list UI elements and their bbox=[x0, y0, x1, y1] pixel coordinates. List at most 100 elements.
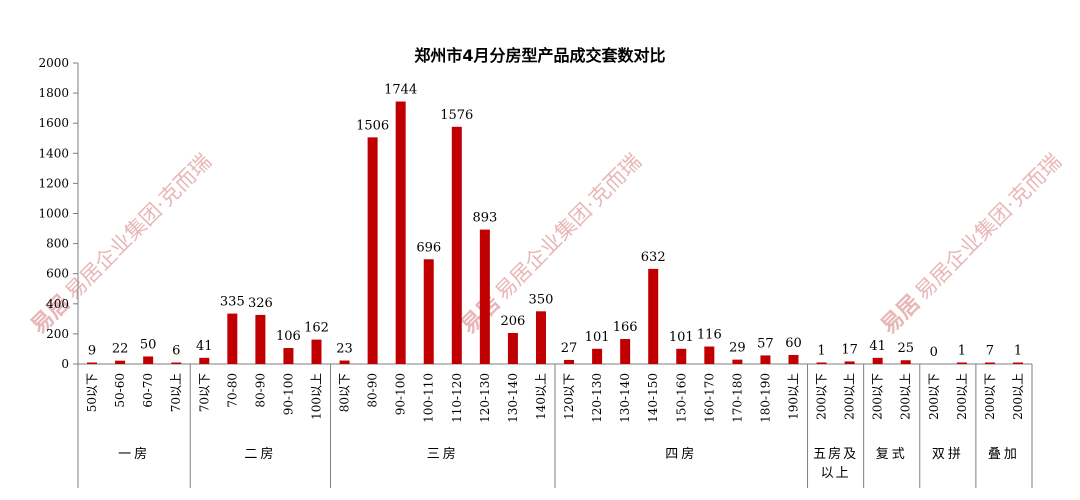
bar bbox=[1012, 362, 1023, 364]
category-label: 170-180 bbox=[730, 373, 744, 423]
bar bbox=[900, 360, 911, 364]
bar bbox=[676, 348, 687, 364]
data-label: 1576 bbox=[440, 108, 473, 123]
svg-text:易居企业集团·克而瑞: 易居企业集团·克而瑞 bbox=[911, 149, 1066, 304]
data-label: 696 bbox=[416, 240, 441, 255]
y-tick-label: 0 bbox=[61, 357, 69, 371]
data-label: 41 bbox=[196, 339, 213, 354]
y-tick-label: 200 bbox=[46, 327, 69, 341]
data-label: 893 bbox=[472, 211, 497, 226]
y-tick-label: 800 bbox=[46, 237, 69, 251]
bar bbox=[872, 357, 883, 364]
bar bbox=[311, 339, 322, 364]
category-label: 200以下 bbox=[871, 373, 885, 420]
bar bbox=[255, 314, 266, 364]
category-label: 180-190 bbox=[758, 373, 772, 423]
category-label: 200以上 bbox=[1011, 373, 1025, 420]
bar bbox=[423, 259, 434, 364]
bar bbox=[956, 362, 967, 364]
group-label: 以上 bbox=[821, 466, 851, 481]
category-label: 120-130 bbox=[590, 373, 604, 423]
bar bbox=[283, 348, 294, 364]
bar bbox=[451, 126, 462, 364]
bar bbox=[564, 359, 575, 364]
data-label: 1 bbox=[1014, 344, 1022, 359]
data-label: 106 bbox=[276, 329, 301, 344]
bar bbox=[479, 229, 490, 364]
data-label: 1 bbox=[817, 344, 825, 359]
data-label: 50 bbox=[140, 337, 157, 352]
data-label: 1 bbox=[958, 344, 966, 359]
group-label: 四房 bbox=[665, 446, 697, 462]
y-tick-label: 1000 bbox=[38, 207, 69, 221]
category-label: 130-140 bbox=[618, 373, 632, 423]
bar bbox=[227, 313, 238, 364]
data-label: 17 bbox=[841, 342, 858, 357]
group-label: 复式 bbox=[876, 447, 908, 462]
group-label: 三房 bbox=[427, 446, 459, 462]
data-label: 60 bbox=[785, 336, 802, 351]
data-label: 326 bbox=[248, 296, 273, 311]
bar bbox=[535, 311, 546, 364]
y-tick-label: 1400 bbox=[38, 146, 69, 160]
y-tick-label: 400 bbox=[46, 297, 69, 311]
svg-text:易居企业集团·克而瑞: 易居企业集团·克而瑞 bbox=[491, 149, 646, 304]
category-label: 100以上 bbox=[310, 373, 324, 420]
data-label: 166 bbox=[613, 320, 638, 335]
category-label: 70以上 bbox=[169, 373, 183, 412]
category-label: 80以下 bbox=[338, 373, 352, 412]
data-label: 7 bbox=[986, 344, 994, 359]
data-label: 101 bbox=[585, 330, 610, 345]
data-label: 6 bbox=[172, 344, 180, 359]
bar bbox=[395, 101, 406, 364]
bar bbox=[984, 362, 995, 364]
category-label: 120以下 bbox=[562, 373, 576, 420]
category-label: 190以上 bbox=[787, 373, 801, 420]
bar bbox=[760, 355, 771, 364]
bar bbox=[816, 362, 827, 364]
group-label: 双拼 bbox=[932, 447, 964, 462]
group-label: 二房 bbox=[244, 446, 276, 462]
bar bbox=[339, 360, 350, 364]
data-label: 1506 bbox=[356, 118, 389, 133]
category-label: 90-100 bbox=[281, 373, 295, 415]
data-label: 27 bbox=[561, 341, 578, 356]
data-label: 41 bbox=[869, 339, 886, 354]
bar bbox=[143, 356, 154, 364]
y-tick-label: 1200 bbox=[38, 176, 69, 190]
category-label: 200以上 bbox=[843, 373, 857, 420]
data-label: 101 bbox=[669, 330, 694, 345]
group-label: 一房 bbox=[118, 446, 150, 462]
bar bbox=[788, 354, 799, 364]
category-label: 100-110 bbox=[422, 373, 436, 423]
bar bbox=[704, 346, 715, 364]
category-label: 130-140 bbox=[506, 373, 520, 423]
category-label: 200以下 bbox=[983, 373, 997, 420]
category-label: 140以上 bbox=[534, 373, 548, 420]
category-label: 50以下 bbox=[85, 373, 99, 412]
chart-title: 郑州市4月分房型产品成交套数对比 bbox=[414, 46, 665, 65]
category-label: 200以下 bbox=[815, 373, 829, 420]
bar bbox=[648, 268, 659, 364]
data-label: 335 bbox=[220, 295, 245, 310]
category-label: 70以下 bbox=[197, 373, 211, 412]
bar bbox=[171, 362, 182, 364]
data-label: 9 bbox=[88, 344, 96, 359]
data-label: 162 bbox=[304, 321, 329, 336]
bar bbox=[732, 359, 743, 364]
category-label: 120-130 bbox=[478, 373, 492, 423]
svg-text:易居: 易居 bbox=[877, 290, 926, 339]
bar bbox=[87, 362, 98, 364]
category-label: 160-170 bbox=[702, 373, 716, 423]
data-label: 206 bbox=[500, 314, 525, 329]
data-label: 29 bbox=[729, 341, 746, 356]
group-label: 叠加 bbox=[988, 447, 1020, 462]
category-label: 80-90 bbox=[253, 373, 267, 408]
category-label: 110-120 bbox=[450, 373, 464, 423]
category-label: 60-70 bbox=[141, 373, 155, 408]
data-label: 1744 bbox=[384, 83, 417, 98]
y-tick-label: 1800 bbox=[38, 86, 69, 100]
data-label: 350 bbox=[529, 292, 554, 307]
category-label: 150-160 bbox=[674, 373, 688, 423]
